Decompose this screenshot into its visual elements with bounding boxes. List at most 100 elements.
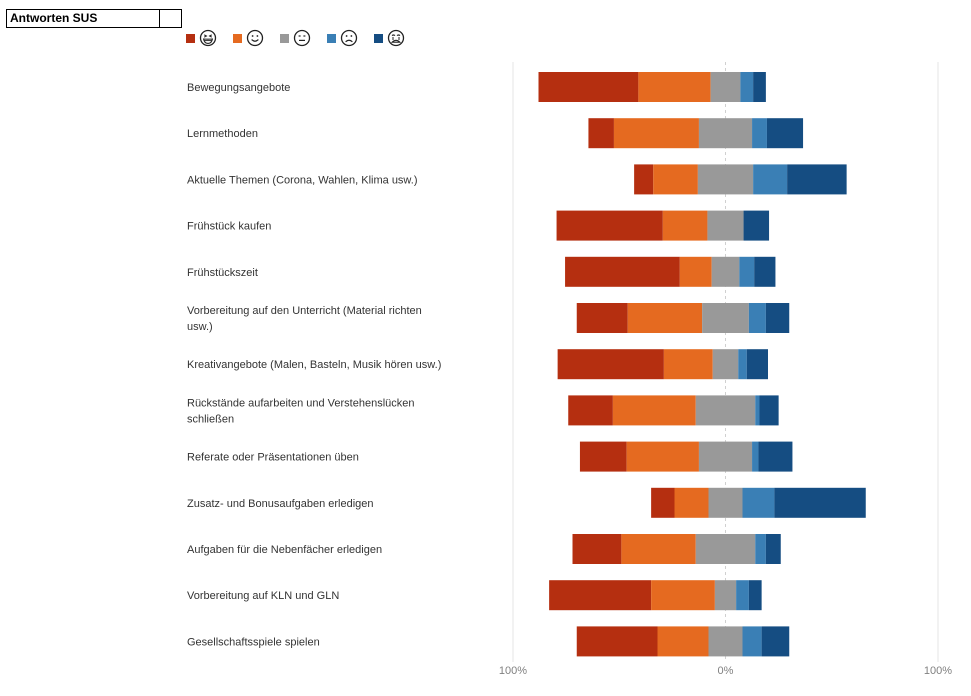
legend-item-3[interactable]	[280, 29, 311, 47]
bar-segment[interactable]	[638, 72, 711, 102]
bar-segment[interactable]	[568, 395, 613, 426]
category-label: Zusatz- und Bonusaufgaben erledigen	[187, 498, 374, 510]
bar-segment[interactable]	[627, 303, 703, 333]
bar-segment[interactable]	[708, 626, 743, 657]
bar-segment[interactable]	[674, 487, 709, 518]
bar-segment[interactable]	[663, 349, 713, 380]
bar-segment[interactable]	[695, 534, 756, 564]
bar-segment[interactable]	[576, 626, 658, 657]
bar-segment[interactable]	[565, 256, 680, 287]
sheet-empty-cell[interactable]	[160, 9, 182, 28]
bar-segment[interactable]	[657, 626, 709, 657]
bar-segment[interactable]	[711, 256, 740, 287]
bar-segment[interactable]	[759, 395, 779, 426]
bar-segment[interactable]	[712, 349, 739, 380]
bar-segment[interactable]	[679, 256, 712, 287]
sheet-title-cell[interactable]: Antworten SUS	[6, 9, 160, 28]
bar-segment[interactable]	[738, 349, 747, 380]
legend-swatch	[233, 33, 242, 43]
bar-segment[interactable]	[787, 164, 847, 195]
category-label: Bewegungsangebote	[187, 82, 290, 94]
category-label: Kreativangebote (Malen, Basteln, Musik h…	[187, 359, 441, 371]
bar-segment[interactable]	[755, 534, 766, 564]
legend-item-2[interactable]	[233, 29, 264, 47]
bar-segment[interactable]	[766, 118, 804, 149]
bar-segment[interactable]	[739, 256, 755, 287]
legend-swatch	[280, 33, 289, 43]
bar-segment[interactable]	[758, 441, 793, 472]
category-label: Frühstück kaufen	[187, 221, 271, 233]
category-label: Vorbereitung auf KLN und GLN	[187, 590, 339, 602]
chart-legend	[186, 28, 421, 48]
x-tick-label: 100%	[924, 665, 952, 677]
bar-segment[interactable]	[710, 72, 741, 102]
bar-segment[interactable]	[697, 164, 754, 195]
category-label: Referate oder Präsentationen üben	[187, 452, 359, 464]
bar-segment[interactable]	[588, 118, 614, 149]
bar-segment[interactable]	[736, 580, 749, 611]
bar-segment[interactable]	[653, 164, 698, 195]
bar-segment[interactable]	[714, 580, 737, 611]
legend-item-1[interactable]	[186, 29, 217, 47]
bar-segment[interactable]	[765, 303, 790, 333]
bar-segment[interactable]	[761, 626, 790, 657]
legend-item-4[interactable]	[327, 29, 358, 47]
bar-segment[interactable]	[634, 164, 654, 195]
bar-segment[interactable]	[753, 164, 788, 195]
bar-segment[interactable]	[651, 580, 715, 611]
sheet-title: Antworten SUS	[10, 11, 98, 25]
bar-segment[interactable]	[708, 487, 743, 518]
bar-segment[interactable]	[651, 487, 675, 518]
legend-swatch	[374, 33, 383, 43]
bar-segment[interactable]	[557, 349, 664, 380]
bar-segment[interactable]	[740, 72, 754, 102]
frowning-face-icon	[340, 29, 358, 47]
bar-segment[interactable]	[572, 534, 622, 564]
bar-segment[interactable]	[579, 441, 627, 472]
category-label: Vorbereitung auf den Unterricht (Materia…	[187, 305, 422, 333]
bar-segment[interactable]	[774, 487, 866, 518]
legend-item-5[interactable]	[374, 29, 405, 47]
smiling-face-icon	[246, 29, 264, 47]
bar-segment[interactable]	[556, 210, 663, 241]
category-label: Aktuelle Themen (Corona, Wahlen, Klima u…	[187, 174, 418, 186]
bar-segment[interactable]	[746, 349, 768, 380]
x-tick-label: 100%	[499, 665, 527, 677]
category-label: Aufgaben für die Nebenfächer erledigen	[187, 544, 382, 556]
crying-face-icon	[387, 29, 405, 47]
category-label: Frühstückszeit	[187, 267, 258, 279]
category-label: Gesellschaftsspiele spielen	[187, 636, 320, 648]
bar-segment[interactable]	[621, 534, 696, 564]
bar-segment[interactable]	[549, 580, 652, 611]
bar-segment[interactable]	[748, 580, 762, 611]
bar-segment[interactable]	[612, 395, 696, 426]
bar-segment[interactable]	[698, 118, 753, 149]
bar-segment[interactable]	[662, 210, 708, 241]
category-label: Rückstände aufarbeiten und Verstehenslüc…	[187, 397, 415, 425]
legend-swatch	[186, 33, 195, 43]
legend-swatch	[327, 33, 336, 43]
bar-segment[interactable]	[613, 118, 699, 149]
bar-segment[interactable]	[765, 534, 781, 564]
bar-segment[interactable]	[742, 487, 775, 518]
bar-segment[interactable]	[743, 210, 770, 241]
bar-segment[interactable]	[742, 626, 762, 657]
bar-segment[interactable]	[707, 210, 744, 241]
grinning-squint-face-icon	[199, 29, 217, 47]
bar-segment[interactable]	[754, 256, 776, 287]
bar-segment[interactable]	[755, 395, 760, 426]
bar-segment[interactable]	[538, 72, 639, 102]
bar-segment[interactable]	[626, 441, 699, 472]
x-tick-label: 0%	[718, 665, 734, 677]
neutral-face-icon	[293, 29, 311, 47]
bar-segment[interactable]	[702, 303, 749, 333]
bar-segment[interactable]	[748, 303, 766, 333]
bar-segment[interactable]	[752, 118, 767, 149]
bar-segment[interactable]	[576, 303, 628, 333]
bar-segment[interactable]	[695, 395, 756, 426]
category-label: Lernmethoden	[187, 128, 258, 140]
bar-segment[interactable]	[698, 441, 753, 472]
bar-segment[interactable]	[752, 441, 759, 472]
bar-segment[interactable]	[753, 72, 766, 102]
